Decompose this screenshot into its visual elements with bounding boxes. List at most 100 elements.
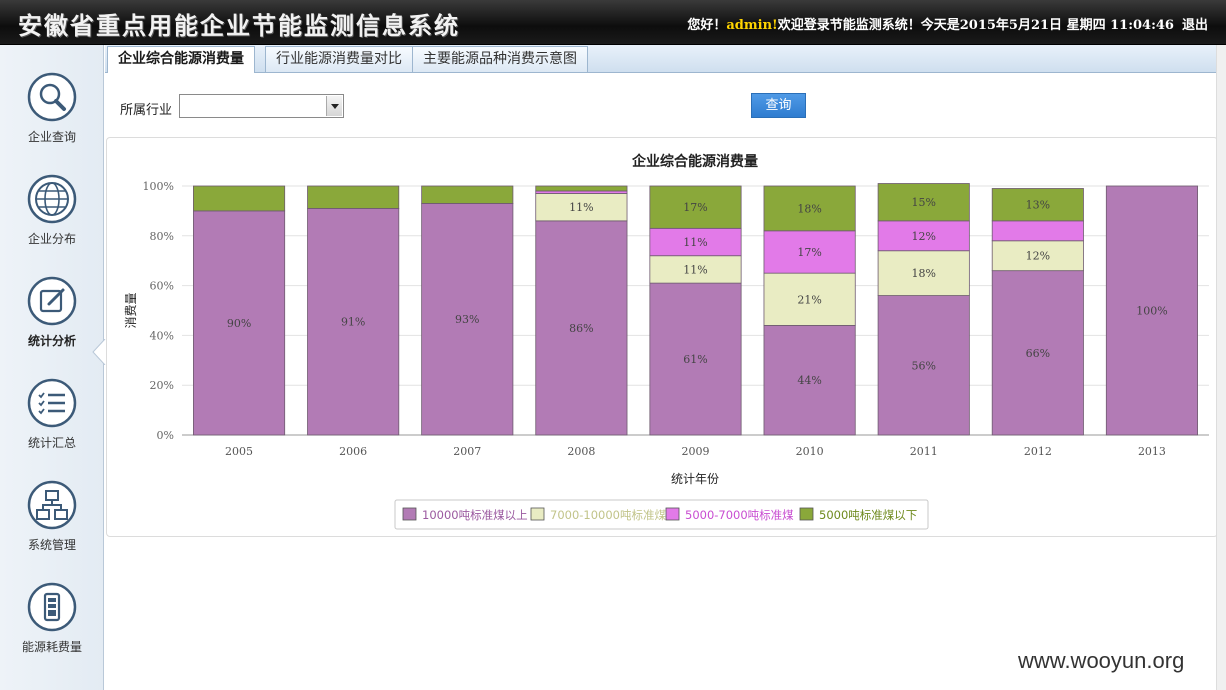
username: admin! <box>726 18 778 33</box>
bar-segment <box>763 230 856 274</box>
bar-data-label: 100% <box>1136 305 1167 318</box>
bar-segment <box>307 208 400 436</box>
chevron-down-icon[interactable] <box>326 96 342 116</box>
sidebar-item-statistical-analysis[interactable]: 统计分析 <box>0 276 104 366</box>
bar-data-label: 91% <box>341 316 365 329</box>
sidebar: 企业查询 企业分布 统计分析 统计汇总 <box>0 45 106 690</box>
legend-label: 5000吨标准煤以下 <box>819 508 917 522</box>
legend-swatch <box>402 507 417 521</box>
legend-label: 7000-10000吨标准煤 <box>550 508 666 522</box>
sidebar-item-energy-consumption[interactable]: 能源耗费量 <box>0 582 104 672</box>
tab-enterprise-energy-consumption[interactable]: 企业综合能源消费量 <box>107 46 255 73</box>
bar-data-label: 12% <box>911 230 935 243</box>
bar-data-label: 61% <box>683 353 707 366</box>
bar-data-label: 12% <box>1026 250 1050 263</box>
bar-data-label: 11% <box>569 201 593 214</box>
sidebar-item-label: 能源耗费量 <box>21 640 82 654</box>
bar-segment <box>877 183 970 222</box>
active-indicator-arrow-icon <box>92 339 106 365</box>
bar-segment <box>991 220 1084 242</box>
bar-segment <box>877 220 970 252</box>
x-tick-label: 2006 <box>339 445 367 458</box>
legend-swatch <box>530 507 545 521</box>
bar-segment <box>991 270 1084 436</box>
x-tick-label: 2012 <box>1024 445 1052 458</box>
x-tick-label: 2005 <box>225 445 253 458</box>
tab-industry-energy-comparison[interactable]: 行业能源消费量对比 <box>265 46 413 72</box>
bar-data-label: 11% <box>683 236 707 249</box>
bar-segment <box>763 272 856 326</box>
sidebar-item-system-management[interactable]: 系统管理 <box>0 480 104 570</box>
industry-select[interactable] <box>179 94 344 118</box>
bar-segment <box>649 185 742 229</box>
x-tick-label: 2010 <box>796 445 824 458</box>
bar-segment <box>535 185 628 192</box>
query-button[interactable]: 查询 <box>751 93 806 118</box>
vertical-scrollbar[interactable] <box>1216 45 1226 690</box>
tab-energy-type-diagram[interactable]: 主要能源品种消费示意图 <box>412 46 588 72</box>
bar-segment <box>193 210 286 436</box>
bar-segment <box>535 220 628 436</box>
x-axis-label: 统计年份 <box>671 472 719 486</box>
bar-data-label: 93% <box>455 313 479 326</box>
bar-segment <box>763 185 856 232</box>
welcome-text: 欢迎登录节能监测系统！今天是2015年5月21日 星期四 11:04:46 <box>777 18 1174 33</box>
legend-swatch <box>799 507 814 521</box>
chart-panel: 企业综合能源消费量 0% 20% 40% 60% 80% 100% 消费量 90% 2005 91%… <box>106 137 1218 537</box>
sidebar-item-label: 企业分布 <box>27 232 76 246</box>
bar-data-label: 11% <box>683 263 707 276</box>
bar-data-label: 15% <box>911 196 935 209</box>
y-tick-label: 100% <box>143 180 174 193</box>
bar-segment <box>991 188 1084 222</box>
y-tick-label: 60% <box>150 280 174 293</box>
tab-bar: 企业综合能源消费量 行业能源消费量对比 主要能源品种消费示意图 <box>105 45 1216 73</box>
bar-segment <box>877 295 970 436</box>
sidebar-item-label: 统计分析 <box>27 334 76 348</box>
y-tick-label: 80% <box>150 230 174 243</box>
x-tick-label: 2009 <box>682 445 710 458</box>
welcome-bar: 您好！admin!欢迎登录节能监测系统！今天是2015年5月21日 星期四 11… <box>687 14 1208 33</box>
logout-link[interactable]: 退出 <box>1181 18 1208 33</box>
bar-data-label: 66% <box>1026 347 1050 360</box>
bar-data-label: 17% <box>683 201 707 214</box>
x-tick-label: 2007 <box>453 445 481 458</box>
sidebar-item-label: 企业查询 <box>27 130 76 144</box>
sidebar-item-statistical-summary[interactable]: 统计汇总 <box>0 378 104 468</box>
bar-segment <box>877 250 970 296</box>
bar-segment <box>421 185 514 204</box>
x-tick-label: 2008 <box>567 445 595 458</box>
bar-data-label: 18% <box>911 267 935 280</box>
sidebar-item-enterprise-query[interactable]: 企业查询 <box>0 72 104 162</box>
industry-filter-label: 所属行业 <box>120 103 173 118</box>
app-header: 安徽省重点用能企业节能监测信息系统 您好！admin!欢迎登录节能监测系统！今天… <box>0 0 1226 45</box>
legend-box <box>394 499 929 530</box>
x-tick-label: 2011 <box>910 445 938 458</box>
legend-label: 10000吨标准煤以上 <box>422 508 528 522</box>
bar-data-label: 21% <box>797 293 821 306</box>
stacked-bar-chart: 企业综合能源消费量 0% 20% 40% 60% 80% 100% 消费量 90% 2005 91%… <box>124 153 1209 530</box>
bar-segment <box>535 193 628 222</box>
bar-segment <box>649 282 742 436</box>
bar-segment <box>649 227 742 257</box>
bar-data-label: 90% <box>227 317 251 330</box>
bar-segment <box>307 185 400 209</box>
bar-segment <box>421 203 514 436</box>
bar-data-label: 17% <box>797 246 821 259</box>
sidebar-item-enterprise-distribution[interactable]: 企业分布 <box>0 174 104 264</box>
greeting-text: 您好！ <box>687 18 727 33</box>
hierarchy-icon <box>27 480 77 530</box>
bar-data-label: 86% <box>569 322 593 335</box>
chart-edit-icon <box>27 276 77 326</box>
y-tick-label: 40% <box>150 329 174 342</box>
bar-segment <box>763 325 856 436</box>
y-tick-label: 0% <box>157 429 174 442</box>
globe-icon <box>27 174 77 224</box>
bar-data-label: 56% <box>911 359 935 372</box>
bar-data-label: 18% <box>797 202 821 215</box>
checklist-icon <box>27 378 77 428</box>
magnifier-icon <box>27 72 77 122</box>
bar-segment <box>1105 185 1198 436</box>
legend-label: 5000-7000吨标准煤 <box>685 508 794 522</box>
battery-icon <box>27 582 77 632</box>
y-tick-label: 20% <box>150 379 174 392</box>
